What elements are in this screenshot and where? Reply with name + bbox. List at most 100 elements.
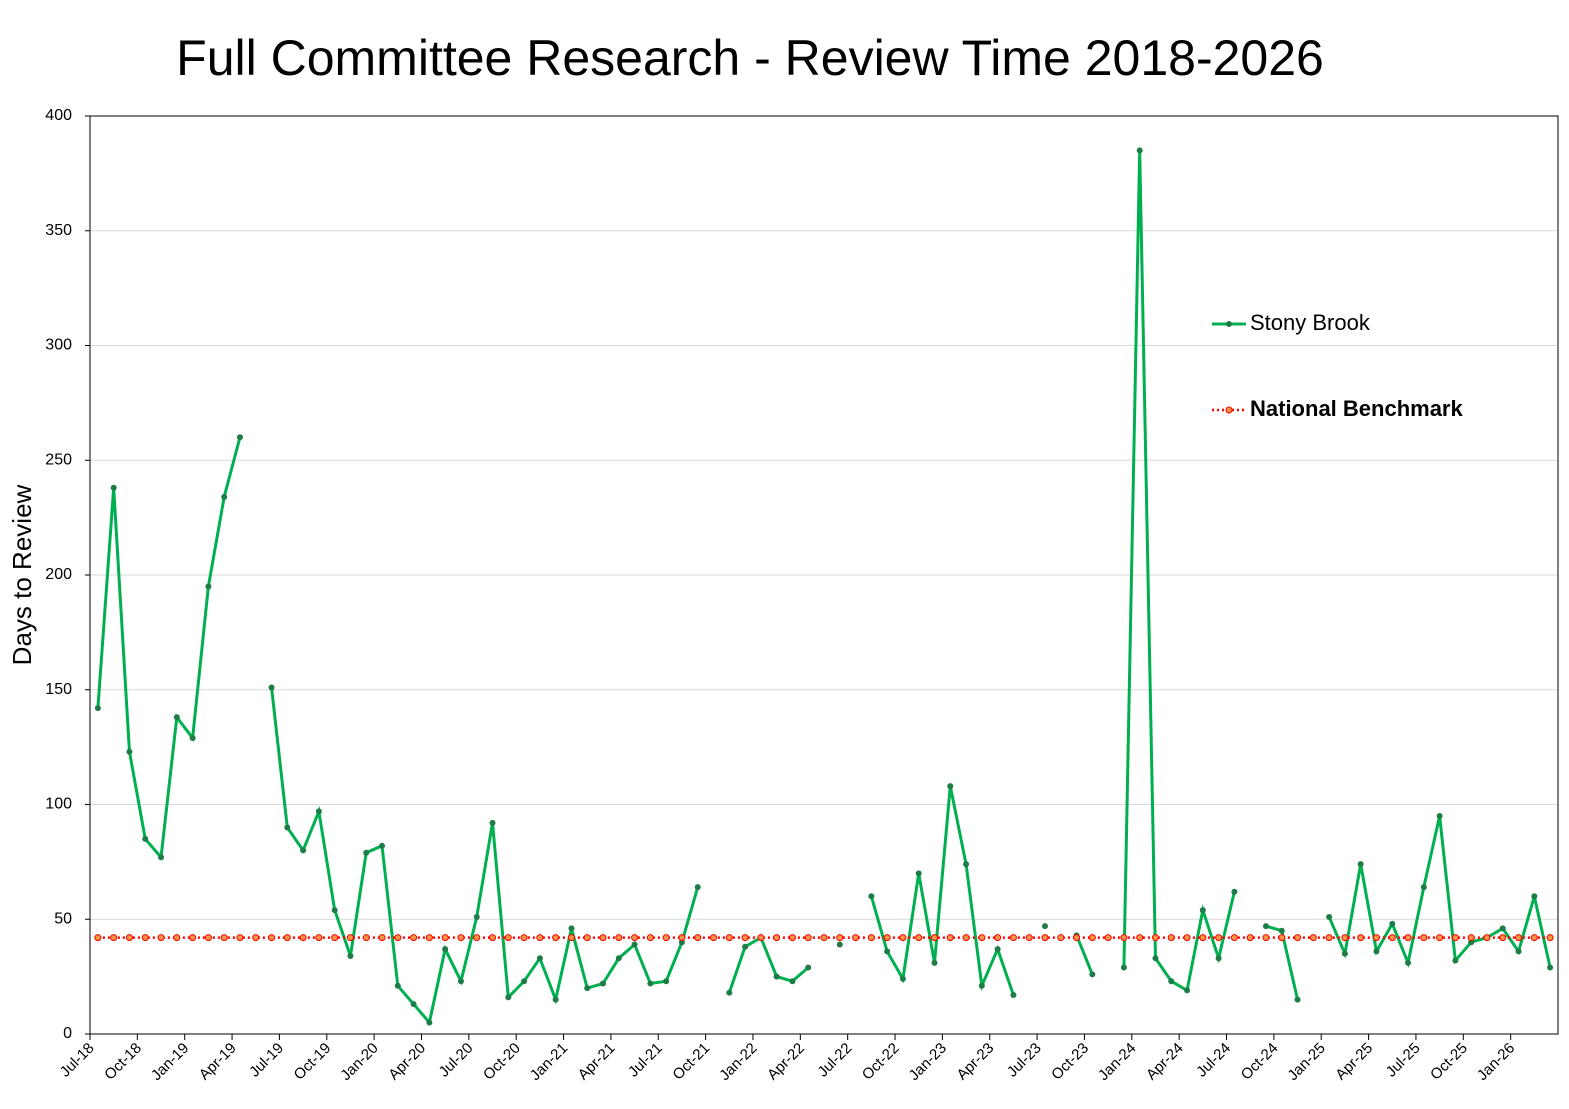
x-tick-label: Oct-19 [291, 1040, 335, 1084]
benchmark-marker [457, 934, 465, 942]
benchmark-marker [1009, 934, 1017, 942]
benchmark-marker [110, 934, 118, 942]
benchmark-marker [1483, 934, 1491, 942]
point [158, 854, 165, 861]
point [805, 964, 812, 971]
point [347, 952, 354, 959]
point [1168, 978, 1175, 985]
point [552, 996, 559, 1003]
point [1041, 923, 1048, 930]
benchmark-marker [662, 934, 670, 942]
point [410, 1001, 417, 1008]
x-tick-label: Jul-22 [814, 1040, 855, 1081]
x-tick-label: Jul-21 [625, 1040, 666, 1081]
x-tick-label: Jan-21 [527, 1040, 571, 1084]
benchmark-marker [346, 934, 354, 942]
benchmark-marker [299, 934, 307, 942]
point [1120, 964, 1127, 971]
point [836, 941, 843, 948]
x-tick-label: Jan-24 [1095, 1040, 1139, 1084]
legend-marker [1225, 406, 1233, 414]
benchmark-marker [268, 934, 276, 942]
point [789, 978, 796, 985]
benchmark-marker [899, 934, 907, 942]
point [963, 861, 970, 868]
point [1152, 955, 1159, 962]
point [536, 955, 543, 962]
benchmark-marker [473, 934, 481, 942]
benchmark-marker [883, 934, 891, 942]
x-tick-label: Apr-24 [1143, 1040, 1187, 1084]
benchmark-marker [362, 934, 370, 942]
point [726, 989, 733, 996]
point [1231, 888, 1238, 895]
benchmark-marker [157, 934, 165, 942]
point [884, 948, 891, 955]
y-tick-label: 0 [63, 1025, 72, 1042]
point [647, 980, 654, 987]
benchmark-marker [141, 934, 149, 942]
x-tick-label: Jan-26 [1474, 1040, 1518, 1084]
benchmark-marker [283, 934, 291, 942]
point [94, 705, 101, 712]
legend-marker [1226, 321, 1232, 327]
point [1010, 991, 1017, 998]
benchmark-marker [252, 934, 260, 942]
benchmark-marker [489, 934, 497, 942]
legend-label: National Benchmark [1250, 396, 1463, 421]
x-tick-label: Jul-25 [1383, 1040, 1424, 1081]
benchmark-marker [1372, 934, 1380, 942]
benchmark-marker [220, 934, 228, 942]
point [1547, 964, 1554, 971]
benchmark-marker [425, 934, 433, 942]
benchmark-marker [1073, 934, 1081, 942]
benchmark-marker [583, 934, 591, 942]
point [915, 870, 922, 877]
benchmark-marker [1230, 934, 1238, 942]
y-tick-label: 100 [45, 796, 72, 813]
benchmark-marker [994, 934, 1002, 942]
point [126, 748, 133, 755]
x-tick-label: Apr-21 [575, 1040, 619, 1084]
benchmark-marker [504, 934, 512, 942]
x-tick-label: Jan-25 [1284, 1040, 1328, 1084]
point [1357, 861, 1364, 868]
benchmark-marker [678, 934, 686, 942]
benchmark-marker [1088, 934, 1096, 942]
point [331, 907, 338, 914]
x-tick-label: Oct-25 [1427, 1040, 1471, 1084]
x-tick-label: Oct-20 [480, 1040, 524, 1084]
point [1184, 987, 1191, 994]
x-tick-label: Jul-18 [57, 1040, 98, 1081]
benchmark-marker [710, 934, 718, 942]
point [1136, 147, 1143, 154]
legend-label: Stony Brook [1250, 310, 1371, 335]
benchmark-marker [820, 934, 828, 942]
point [1262, 923, 1269, 930]
benchmark-marker [1436, 934, 1444, 942]
point [1215, 955, 1222, 962]
series-line [96, 150, 1552, 1026]
benchmark-marker [1294, 934, 1302, 942]
point [868, 893, 875, 900]
benchmark-marker [1420, 934, 1428, 942]
point [994, 946, 1001, 953]
point [568, 925, 575, 932]
benchmark-marker [204, 934, 212, 942]
point [473, 913, 480, 920]
point [268, 684, 275, 691]
x-tick-label: Oct-24 [1238, 1040, 1282, 1084]
x-tick-label: Apr-25 [1332, 1040, 1376, 1084]
benchmark-marker [978, 934, 986, 942]
point [173, 714, 180, 721]
x-tick-label: Oct-18 [101, 1040, 145, 1084]
benchmark-marker [1215, 934, 1223, 942]
x-tick-label: Apr-22 [764, 1040, 808, 1084]
point [947, 783, 954, 790]
benchmark-marker [1515, 934, 1523, 942]
plot-frame [89, 115, 1559, 1035]
point [1389, 920, 1396, 927]
benchmark-marker [536, 934, 544, 942]
benchmark-marker [1467, 934, 1475, 942]
